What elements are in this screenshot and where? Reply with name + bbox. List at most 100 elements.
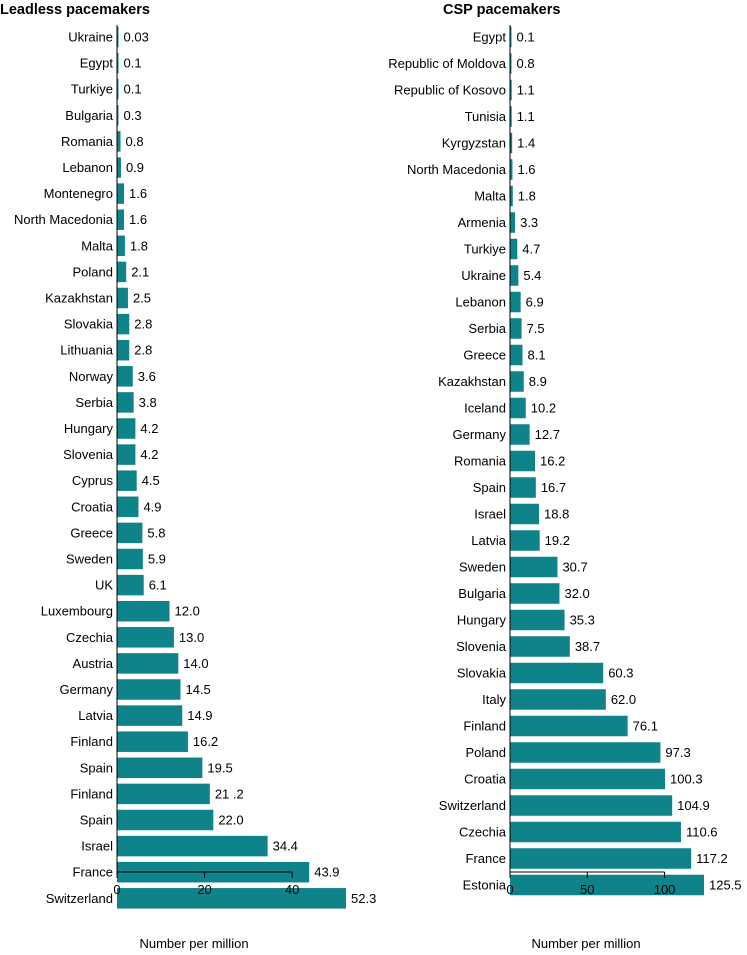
bar: [510, 212, 516, 233]
bar: [117, 418, 136, 439]
value-label: 30.7: [562, 560, 587, 575]
category-label: Greece: [463, 348, 506, 363]
category-label: North Macedonia: [14, 212, 114, 227]
value-label: 16.2: [193, 734, 218, 749]
bar: [510, 185, 513, 207]
value-label: 14.9: [187, 708, 212, 723]
category-label: Sweden: [459, 560, 506, 575]
value-label: 2.5: [133, 291, 151, 306]
category-label: Israel: [81, 839, 113, 854]
bar: [510, 26, 512, 48]
value-label: 1.4: [517, 136, 535, 151]
category-label: Cyprus: [72, 473, 114, 488]
bar: [117, 78, 119, 100]
bar: [117, 157, 121, 178]
category-label: Poland: [73, 264, 113, 279]
category-label: Slovenia: [456, 639, 507, 654]
category-label: Czechia: [459, 825, 507, 840]
category-label: Romania: [61, 134, 114, 149]
value-label: 38.7: [575, 639, 600, 654]
bar: [510, 742, 661, 763]
value-label: 14.5: [185, 682, 210, 697]
bar: [510, 477, 536, 498]
bar: [117, 235, 125, 257]
value-label: 1.6: [129, 212, 147, 227]
x-axis-label: Number per million: [531, 936, 640, 951]
bar: [117, 261, 127, 283]
category-label: Kyrgyzstan: [442, 136, 506, 151]
bar: [510, 265, 519, 286]
value-label: 60.3: [608, 666, 633, 681]
value-label: 18.8: [544, 507, 569, 522]
x-tick-label: 100: [654, 882, 676, 897]
chart-title: Leadless pacemakers: [0, 2, 150, 18]
bar: [510, 238, 518, 260]
bar: [117, 444, 136, 465]
bar: [117, 313, 130, 335]
category-label: Croatia: [71, 499, 114, 514]
value-label: 62.0: [611, 692, 636, 707]
category-label: Serbia: [75, 395, 113, 410]
category-label: Kazakhstan: [45, 291, 113, 306]
bar: [117, 366, 133, 387]
value-label: 5.4: [523, 268, 541, 283]
bar: [510, 344, 523, 366]
bar: [510, 848, 692, 869]
category-label: Romania: [454, 454, 507, 469]
value-label: 4.2: [140, 421, 158, 436]
value-label: 19.5: [207, 760, 232, 775]
bar: [510, 397, 526, 419]
bar: [510, 609, 565, 631]
bar: [117, 783, 210, 805]
x-tick-label: 0: [113, 882, 120, 897]
value-label: 3.8: [139, 395, 157, 410]
value-label: 3.3: [520, 215, 538, 230]
bar: [117, 470, 137, 491]
category-label: Lebanon: [62, 160, 113, 175]
value-label: 5.9: [148, 552, 166, 567]
value-label: 12.0: [175, 604, 200, 619]
category-label: Turkiye: [464, 242, 506, 257]
category-label: Bulgaria: [458, 586, 506, 601]
category-label: Spain: [80, 760, 113, 775]
x-tick-label: 20: [197, 882, 211, 897]
category-label: Kazakhstan: [438, 374, 506, 389]
bar: [510, 874, 704, 896]
category-label: Finland: [463, 719, 506, 734]
value-label: 13.0: [179, 630, 204, 645]
bar: [117, 548, 143, 570]
category-label: Latvia: [78, 708, 113, 723]
bar: [510, 821, 681, 843]
category-label: Serbia: [468, 321, 506, 336]
value-label: 1.6: [129, 186, 147, 201]
category-label: Slovakia: [457, 666, 507, 681]
value-label: 4.7: [522, 242, 540, 257]
value-label: 6.9: [526, 295, 544, 310]
value-label: 2.1: [131, 264, 149, 279]
value-label: 125.5: [709, 878, 742, 893]
category-label: Czechia: [66, 630, 114, 645]
bar: [117, 731, 188, 752]
category-label: Switzerland: [439, 798, 506, 813]
value-label: 0.03: [124, 30, 149, 45]
value-label: 100.3: [670, 772, 703, 787]
bar: [510, 132, 513, 154]
bar: [117, 52, 119, 74]
x-tick-label: 0: [506, 882, 513, 897]
category-label: Spain: [80, 813, 113, 828]
bar: [117, 287, 128, 309]
bar: [117, 392, 134, 413]
category-label: Estonia: [463, 878, 507, 893]
bar: [117, 835, 268, 857]
category-label: Latvia: [471, 533, 506, 548]
category-label: Armenia: [458, 215, 507, 230]
bar: [510, 503, 540, 525]
value-label: 110.6: [686, 825, 718, 840]
category-label: Germany: [60, 682, 114, 697]
value-label: 14.0: [183, 656, 208, 671]
value-label: 0.9: [126, 160, 144, 175]
bar: [510, 583, 560, 604]
value-label: 22.0: [218, 813, 243, 828]
value-label: 4.5: [142, 473, 160, 488]
